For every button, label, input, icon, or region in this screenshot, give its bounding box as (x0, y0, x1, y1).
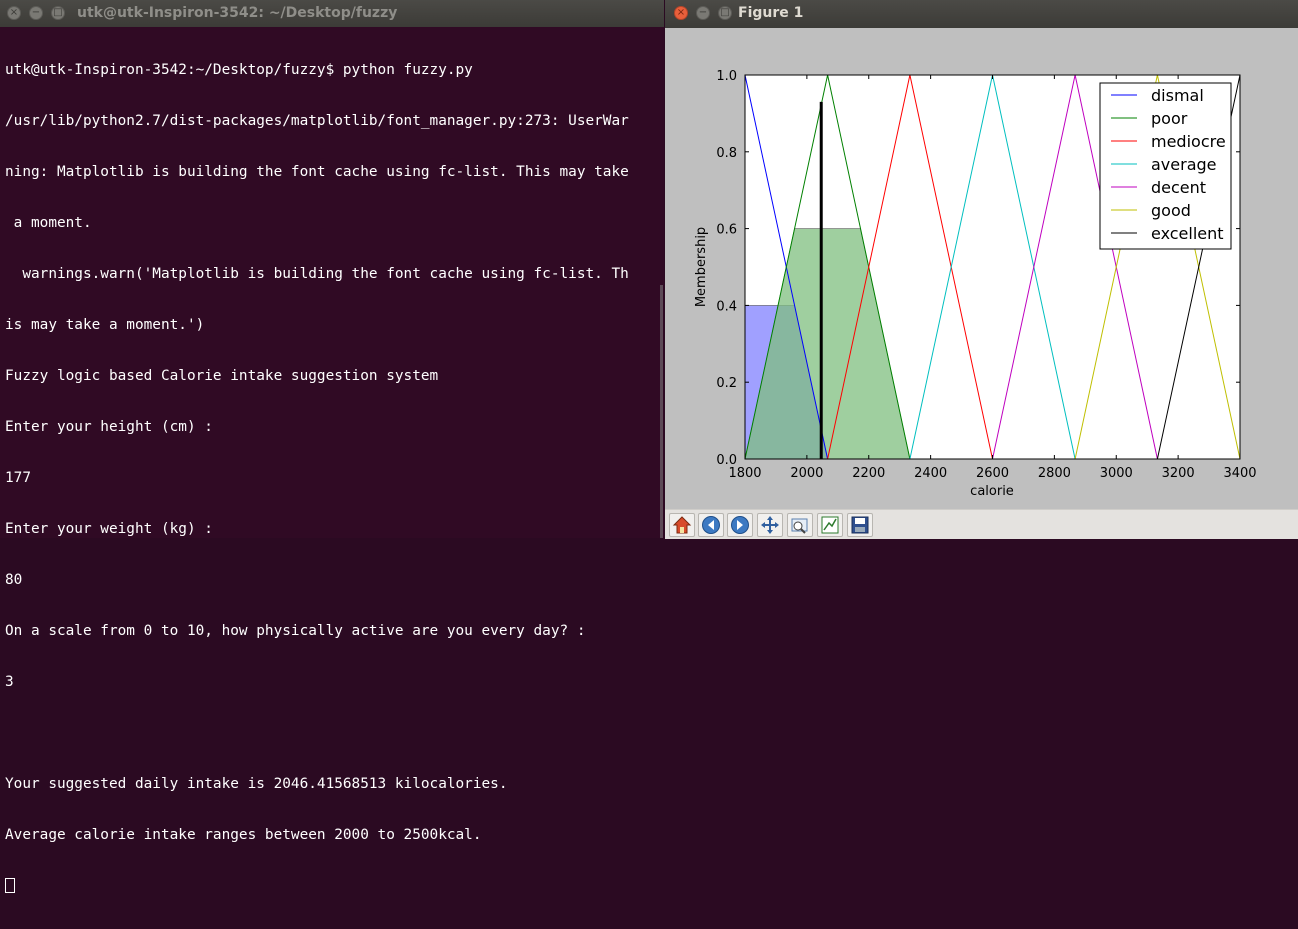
terminal-window[interactable]: × − □ utk@utk-Inspiron-3542: ~/Desktop/f… (0, 0, 664, 893)
back-arrow-icon (702, 516, 720, 534)
forward-button[interactable] (727, 513, 753, 537)
x-tick-label: 2200 (852, 466, 885, 481)
pan-move-icon (761, 516, 779, 534)
terminal-line: 177 (5, 470, 31, 486)
legend-label-excellent: excellent (1151, 224, 1224, 243)
y-tick-label: 0.4 (716, 299, 737, 314)
y-tick-label: 0.0 (716, 453, 737, 468)
y-tick-label: 1.0 (716, 69, 737, 84)
legend-box (1099, 82, 1232, 250)
save-floppy-icon (851, 516, 869, 534)
subplots-button[interactable] (817, 513, 843, 537)
terminal-cursor-line (5, 878, 660, 895)
pan-button[interactable] (757, 513, 783, 537)
close-icon[interactable]: × (7, 6, 21, 20)
x-tick-label: 3000 (1100, 466, 1133, 481)
zoom-button[interactable] (787, 513, 813, 537)
home-button[interactable] (669, 513, 695, 537)
back-button[interactable] (698, 513, 724, 537)
terminal-line: utk@utk-Inspiron-3542:~/Desktop/fuzzy$ p… (5, 62, 473, 78)
x-tick-label: 1800 (728, 466, 761, 481)
minimize-icon[interactable]: − (696, 6, 710, 20)
y-axis-label: Membership (694, 227, 709, 307)
x-ticks: 1800 2000 2200 2400 2600 2800 3000 3200 3400 (728, 75, 1257, 481)
terminal-cursor (5, 878, 15, 893)
close-icon[interactable]: × (674, 6, 688, 20)
figure-window[interactable]: × − □ Figure 1 1800 2000 2200 2400 2600 2800 3… (665, 0, 1298, 539)
x-tick-label: 2400 (914, 466, 947, 481)
legend-label-dismal: dismal (1151, 86, 1204, 105)
terminal-line: Fuzzy logic based Calorie intake suggest… (5, 368, 439, 384)
x-tick-label: 3400 (1223, 466, 1256, 481)
terminal-output[interactable]: utk@utk-Inspiron-3542:~/Desktop/fuzzy$ p… (5, 28, 660, 929)
y-tick-label: 0.6 (716, 223, 737, 238)
x-tick-label: 2000 (790, 466, 823, 481)
legend-label-average: average (1151, 155, 1217, 174)
y-tick-label: 0.2 (716, 376, 737, 391)
x-tick-label: 2800 (1038, 466, 1071, 481)
legend: dismal poor mediocre average decent good excel… (1099, 82, 1232, 250)
window-title: Figure 1 (738, 5, 804, 21)
terminal-line: Enter your height (cm) : (5, 419, 213, 435)
window-title: utk@utk-Inspiron-3542: ~/Desktop/fuzzy (77, 5, 398, 21)
terminal-line: 3 (5, 674, 14, 690)
y-ticks: 0.0 0.2 0.4 0.6 0.8 1.0 (716, 69, 1240, 468)
x-axis-label: calorie (970, 484, 1014, 499)
x-tick-label: 3200 (1162, 466, 1195, 481)
configure-subplots-icon (821, 516, 839, 534)
minimize-icon[interactable]: − (29, 6, 43, 20)
terminal-line: Your suggested daily intake is 2046.4156… (5, 776, 508, 792)
save-button[interactable] (847, 513, 873, 537)
terminal-titlebar[interactable]: × − □ utk@utk-Inspiron-3542: ~/Desktop/f… (0, 0, 664, 27)
legend-label-good: good (1151, 201, 1191, 220)
y-tick-label: 0.8 (716, 146, 737, 161)
figure-titlebar[interactable]: × − □ Figure 1 (665, 0, 1298, 28)
terminal-line: On a scale from 0 to 10, how physically … (5, 623, 586, 639)
home-icon (672, 516, 692, 534)
terminal-line: Enter your weight (kg) : (5, 521, 213, 537)
terminal-line: a moment. (5, 215, 92, 231)
terminal-line: /usr/lib/python2.7/dist-packages/matplot… (5, 113, 629, 129)
terminal-line: ning: Matplotlib is building the font ca… (5, 164, 629, 180)
terminal-line: 80 (5, 572, 23, 588)
terminal-line: Average calorie intake ranges between 20… (5, 827, 482, 843)
maximize-icon[interactable]: □ (51, 6, 65, 20)
maximize-icon[interactable]: □ (718, 6, 732, 20)
terminal-line: warnings.warn('Matplotlib is building th… (5, 266, 629, 282)
legend-label-decent: decent (1151, 178, 1206, 197)
terminal-line: is may take a moment.') (5, 317, 205, 333)
membership-chart: 1800 2000 2200 2400 2600 2800 3000 3200 3400 0.0… (694, 69, 1257, 499)
zoom-rect-icon (791, 518, 808, 534)
terminal-scrollbar[interactable] (660, 285, 663, 538)
navigation-toolbar (665, 509, 1298, 539)
legend-label-poor: poor (1151, 109, 1188, 128)
terminal-line (5, 725, 660, 742)
forward-arrow-icon (731, 516, 749, 534)
x-tick-label: 2600 (976, 466, 1009, 481)
legend-label-mediocre: mediocre (1151, 132, 1226, 151)
